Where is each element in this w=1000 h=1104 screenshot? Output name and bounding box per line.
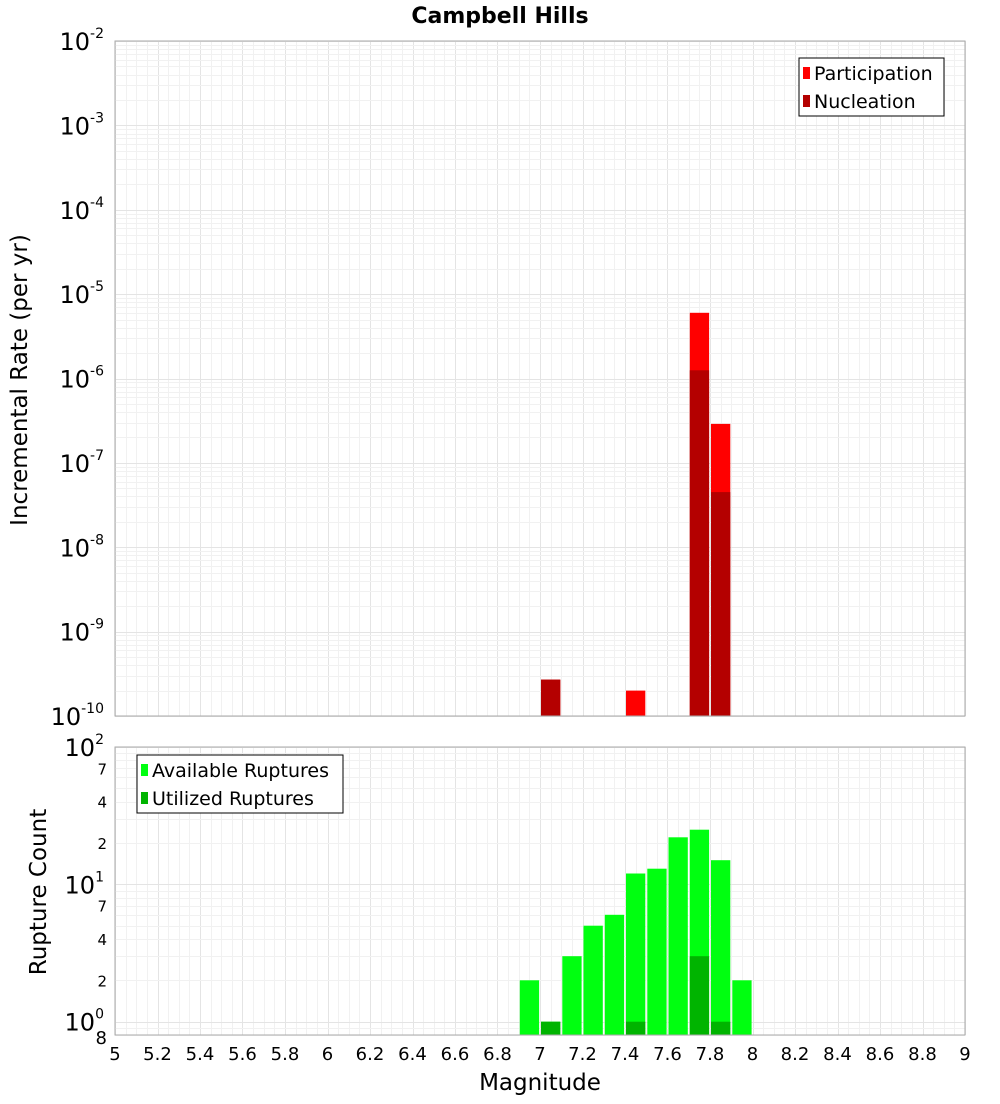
x-tick-label: 6.4	[398, 1044, 427, 1065]
y-minor-tick-label: 2	[97, 972, 107, 990]
x-tick-label: 7.8	[696, 1044, 725, 1065]
y-tick-label: 10-6	[59, 364, 104, 394]
bar	[562, 956, 582, 1035]
bar	[626, 873, 646, 1035]
y-minor-tick-label: 7	[97, 760, 107, 778]
legend-swatch	[803, 67, 810, 79]
x-tick-label: 8	[747, 1044, 758, 1065]
y-minor-tick-label: 8	[96, 1028, 107, 1049]
legend-box	[798, 57, 945, 117]
x-tick-label: 7.6	[653, 1044, 682, 1065]
y-tick-label: 10-2	[59, 26, 104, 56]
bottom-legend: Available Ruptures Utilized Ruptures	[136, 754, 344, 814]
legend-swatch	[141, 764, 148, 776]
y-tick-label: 102	[65, 732, 104, 762]
x-tick-label: 6.8	[483, 1044, 512, 1065]
x-tick-label: 5.2	[143, 1044, 172, 1065]
x-tick-label: 8.6	[866, 1044, 895, 1065]
x-tick-label: 5.8	[271, 1044, 300, 1065]
y-tick-labels: 10-10 10-9 10-8 10-7 10-6 10-5 10-4 10-3 10-2 100…	[51, 26, 107, 1049]
x-tick-label: 8.2	[781, 1044, 810, 1065]
x-tick-labels: 5 5.2 5.4 5.6 5.8 6 6.2 6.4 6.6 6.8 7 7.2 7.4 7.6 7.8 8…	[109, 1044, 970, 1065]
y-minor-tick-label: 7	[97, 898, 107, 916]
x-tick-label: 7.2	[568, 1044, 597, 1065]
x-tick-label: 5	[109, 1044, 120, 1065]
legend-box	[136, 754, 344, 814]
bottom-plot-area	[114, 746, 966, 1036]
x-tick-label: 6	[322, 1044, 333, 1065]
available-ruptures-bars	[519, 829, 752, 1035]
bar	[711, 1021, 731, 1035]
x-tick-label: 8.4	[823, 1044, 852, 1065]
x-tick-label: 5.6	[228, 1044, 257, 1065]
y-minor-tick-label: 4	[97, 794, 107, 812]
y-tick-label: 10-9	[59, 617, 104, 647]
bar	[689, 370, 710, 716]
bar	[583, 925, 603, 1035]
x-tick-label: 7.4	[611, 1044, 640, 1065]
bar	[541, 1021, 561, 1035]
legend-swatch	[141, 792, 148, 804]
bottom-y-axis-label: Rupture Count	[26, 809, 52, 975]
y-tick-label: 101	[65, 869, 104, 899]
y-tick-label: 10-4	[59, 195, 104, 225]
y-tick-label: 10-5	[59, 279, 104, 309]
top-plot-area	[114, 40, 966, 717]
bar	[541, 679, 561, 716]
bar	[647, 868, 667, 1035]
bar	[626, 1021, 646, 1035]
y-minor-tick-label: 2	[97, 835, 107, 853]
top-legend: Participation Nucleation	[798, 57, 945, 117]
bar	[626, 690, 646, 716]
utilized-ruptures-bars	[541, 956, 731, 1035]
legend-label: Nucleation	[814, 91, 916, 113]
x-tick-label: 9	[959, 1044, 970, 1065]
bar	[604, 914, 625, 1035]
x-tick-label: 8.8	[908, 1044, 937, 1065]
legend-swatch	[803, 95, 810, 107]
y-tick-label: 10-8	[59, 532, 104, 562]
y-minor-tick-label: 4	[97, 931, 107, 949]
x-axis-label: Magnitude	[479, 1070, 601, 1096]
x-tick-label: 5.4	[186, 1044, 215, 1065]
legend-label: Participation	[814, 63, 933, 85]
bar	[668, 837, 688, 1035]
top-y-axis-label: Incremental Rate (per yr)	[7, 234, 33, 526]
x-tick-label: 7	[534, 1044, 545, 1065]
legend-label: Utilized Ruptures	[152, 788, 314, 810]
grid-lines	[115, 41, 966, 1036]
bar	[711, 860, 731, 1035]
bar	[711, 492, 731, 716]
x-tick-label: 6.2	[356, 1044, 385, 1065]
bar	[689, 956, 710, 1035]
y-tick-label: 10-7	[59, 448, 104, 478]
chart-title: Campbell Hills	[411, 4, 588, 29]
y-tick-label: 10-3	[59, 110, 104, 140]
bar	[519, 980, 540, 1035]
x-tick-label: 6.6	[441, 1044, 470, 1065]
y-tick-label: 10-10	[51, 701, 104, 731]
y-tick-label: 100	[65, 1007, 104, 1037]
nucleation-bars	[541, 370, 731, 716]
legend-label: Available Ruptures	[152, 760, 329, 782]
bar	[732, 980, 752, 1035]
